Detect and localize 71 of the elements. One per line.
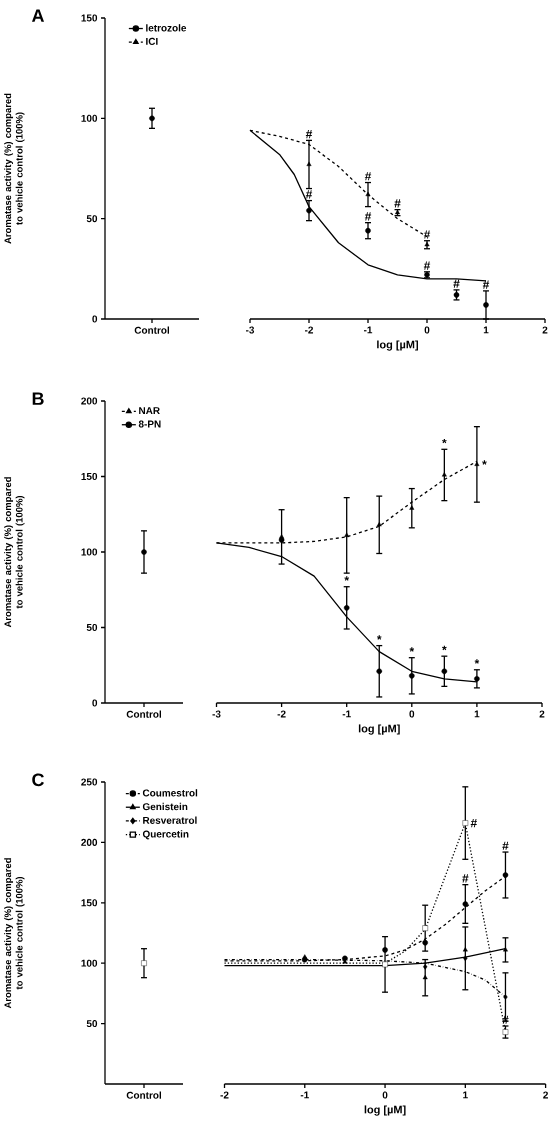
x-tick-label: -2 xyxy=(220,1091,229,1099)
annotation: * xyxy=(442,438,447,444)
x-tick-label: -2 xyxy=(305,326,314,334)
y-axis-title: Aromatase activity (%) compared to vehicle control (100%) xyxy=(4,477,25,628)
x-axis-title: log [µM] xyxy=(377,340,419,351)
x-tick-label: -3 xyxy=(212,710,221,718)
annotation: # xyxy=(365,172,372,181)
x-axis-title: log [µM] xyxy=(364,1105,406,1116)
annotation: # xyxy=(306,190,313,199)
annotation: * xyxy=(482,460,487,465)
legend-label: Coumestrol xyxy=(143,789,198,797)
x-tick-label: 2 xyxy=(539,710,545,718)
y-tick-label: 100 xyxy=(81,959,98,967)
annotation: * xyxy=(344,576,350,581)
y-tick-label: 150 xyxy=(81,14,98,22)
y-tick-label: 0 xyxy=(92,315,98,323)
annotation: # xyxy=(462,874,469,883)
x-tick-label: Control xyxy=(134,326,170,334)
chart-title: A xyxy=(32,9,45,22)
legend-label: letrozole xyxy=(146,24,187,32)
y-tick-label: 150 xyxy=(81,899,98,907)
y-axis-title: Aromatase activity (%) compared to vehicle control (100%) xyxy=(4,93,25,244)
y-tick-label: 100 xyxy=(81,114,98,122)
annotation: # xyxy=(424,230,431,239)
x-tick-label: 2 xyxy=(543,1091,549,1099)
x-tick-label: 1 xyxy=(463,1091,468,1099)
annotation: # xyxy=(483,280,490,289)
y-tick-label: 150 xyxy=(81,472,98,481)
annotation: # xyxy=(502,841,509,850)
x-tick-label: 1 xyxy=(484,326,489,334)
x-tick-label: 0 xyxy=(409,710,415,718)
annotation: # xyxy=(306,130,313,139)
x-tick-label: 2 xyxy=(542,326,548,334)
x-tick-label: Control xyxy=(126,1091,162,1099)
x-tick-label: -3 xyxy=(246,326,255,334)
y-tick-label: 250 xyxy=(81,778,98,786)
annotation: * xyxy=(442,645,447,651)
y-tick-label: 50 xyxy=(86,1020,98,1028)
y-tick-label: 50 xyxy=(86,215,98,223)
y-tick-label: 50 xyxy=(86,623,98,632)
annotation: * xyxy=(409,647,415,652)
annotation: # xyxy=(365,212,372,221)
chart-title: B xyxy=(32,392,44,405)
legend-label: Quercetin xyxy=(143,830,189,840)
annotation: # xyxy=(470,818,478,828)
y-tick-label: 200 xyxy=(81,397,98,405)
chart-title: C xyxy=(32,773,45,787)
annotation: * xyxy=(474,659,480,664)
y-tick-label: 0 xyxy=(92,699,98,707)
annotation: # xyxy=(502,1015,509,1024)
annotation: # xyxy=(453,279,460,288)
x-tick-label: 0 xyxy=(382,1091,388,1099)
x-tick-label: 1 xyxy=(474,710,480,718)
annotation: * xyxy=(377,635,382,640)
y-tick-label: 200 xyxy=(81,838,98,846)
x-tick-label: -1 xyxy=(364,326,373,334)
legend-label: ICI xyxy=(146,37,158,45)
y-tick-label: 100 xyxy=(81,548,98,556)
x-tick-label: -2 xyxy=(277,710,286,718)
annotation: # xyxy=(394,199,401,208)
legend-label: 8-PN xyxy=(138,420,161,428)
y-axis-title: Aromatase activity (%) compared to vehicle control (100%) xyxy=(4,858,25,1009)
x-tick-label: -1 xyxy=(300,1091,310,1099)
x-tick-label: Control xyxy=(126,710,162,718)
annotation: # xyxy=(424,261,431,270)
x-tick-label: 0 xyxy=(424,326,430,334)
legend-label: Resveratrol xyxy=(143,816,197,824)
legend-label: NAR xyxy=(139,407,161,415)
x-tick-label: -1 xyxy=(342,710,352,718)
x-axis-title: log [µM] xyxy=(359,724,400,735)
legend-label: Genistein xyxy=(143,802,188,811)
